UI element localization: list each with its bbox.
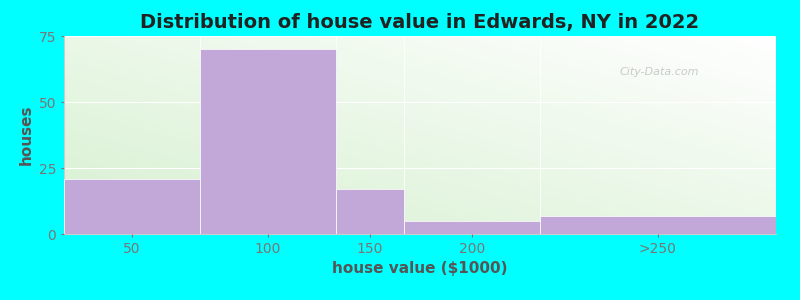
Bar — [336, 189, 404, 234]
Bar — [64, 178, 200, 234]
X-axis label: house value ($1000): house value ($1000) — [332, 261, 508, 276]
Bar — [539, 215, 776, 234]
Y-axis label: houses: houses — [18, 105, 34, 165]
Title: Distribution of house value in Edwards, NY in 2022: Distribution of house value in Edwards, … — [141, 13, 699, 32]
Text: City-Data.com: City-Data.com — [619, 67, 699, 76]
Bar — [404, 221, 539, 234]
Bar — [200, 49, 336, 234]
